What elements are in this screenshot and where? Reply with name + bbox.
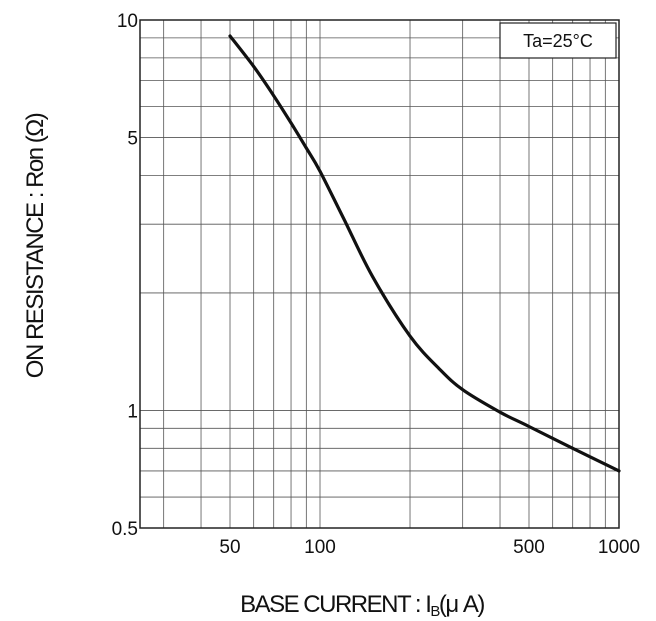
data-point <box>290 122 292 124</box>
data-point <box>618 470 620 472</box>
y-axis-title: ON RESISTANCE : Ron (Ω) <box>22 113 49 378</box>
x-tick-label: 1000 <box>598 537 640 558</box>
annotation-box: Ta=25°C <box>499 22 617 59</box>
y-tick-label: 5 <box>127 129 138 150</box>
data-point <box>461 388 464 391</box>
series-line <box>228 34 621 473</box>
data-point <box>371 275 374 278</box>
data-point <box>438 367 440 370</box>
x-axis-title-main: BASE CURRENT : I <box>240 591 430 618</box>
plot-frame <box>139 19 620 529</box>
x-tick-labels: 50 100 500 1000 <box>219 537 640 558</box>
data-point <box>571 447 574 450</box>
data-point <box>528 425 530 428</box>
series-layer <box>228 34 621 473</box>
data-point <box>409 335 411 337</box>
x-axis-title-unit: (μ A) <box>439 591 484 618</box>
y-tick-label: 10 <box>117 11 138 32</box>
x-tick-label: 50 <box>219 537 240 558</box>
x-axis-title-subscript: B <box>430 603 440 620</box>
y-tick-label: 0.5 <box>112 519 138 540</box>
y-tick-labels: 0.5 1 5 10 <box>112 11 138 540</box>
data-point <box>499 411 501 413</box>
grid <box>140 20 619 528</box>
data-point <box>272 94 275 97</box>
data-point <box>319 170 321 172</box>
data-point <box>252 65 255 68</box>
data-point <box>229 35 231 37</box>
y-tick-label: 1 <box>127 401 138 422</box>
x-tick-label: 500 <box>513 537 545 558</box>
x-tick-label: 100 <box>304 537 336 558</box>
annotation-text: Ta=25°C <box>523 31 593 51</box>
x-axis-title: BASE CURRENT : IB(μ A) <box>240 591 484 620</box>
data-point <box>342 217 345 220</box>
data-point <box>305 147 308 149</box>
